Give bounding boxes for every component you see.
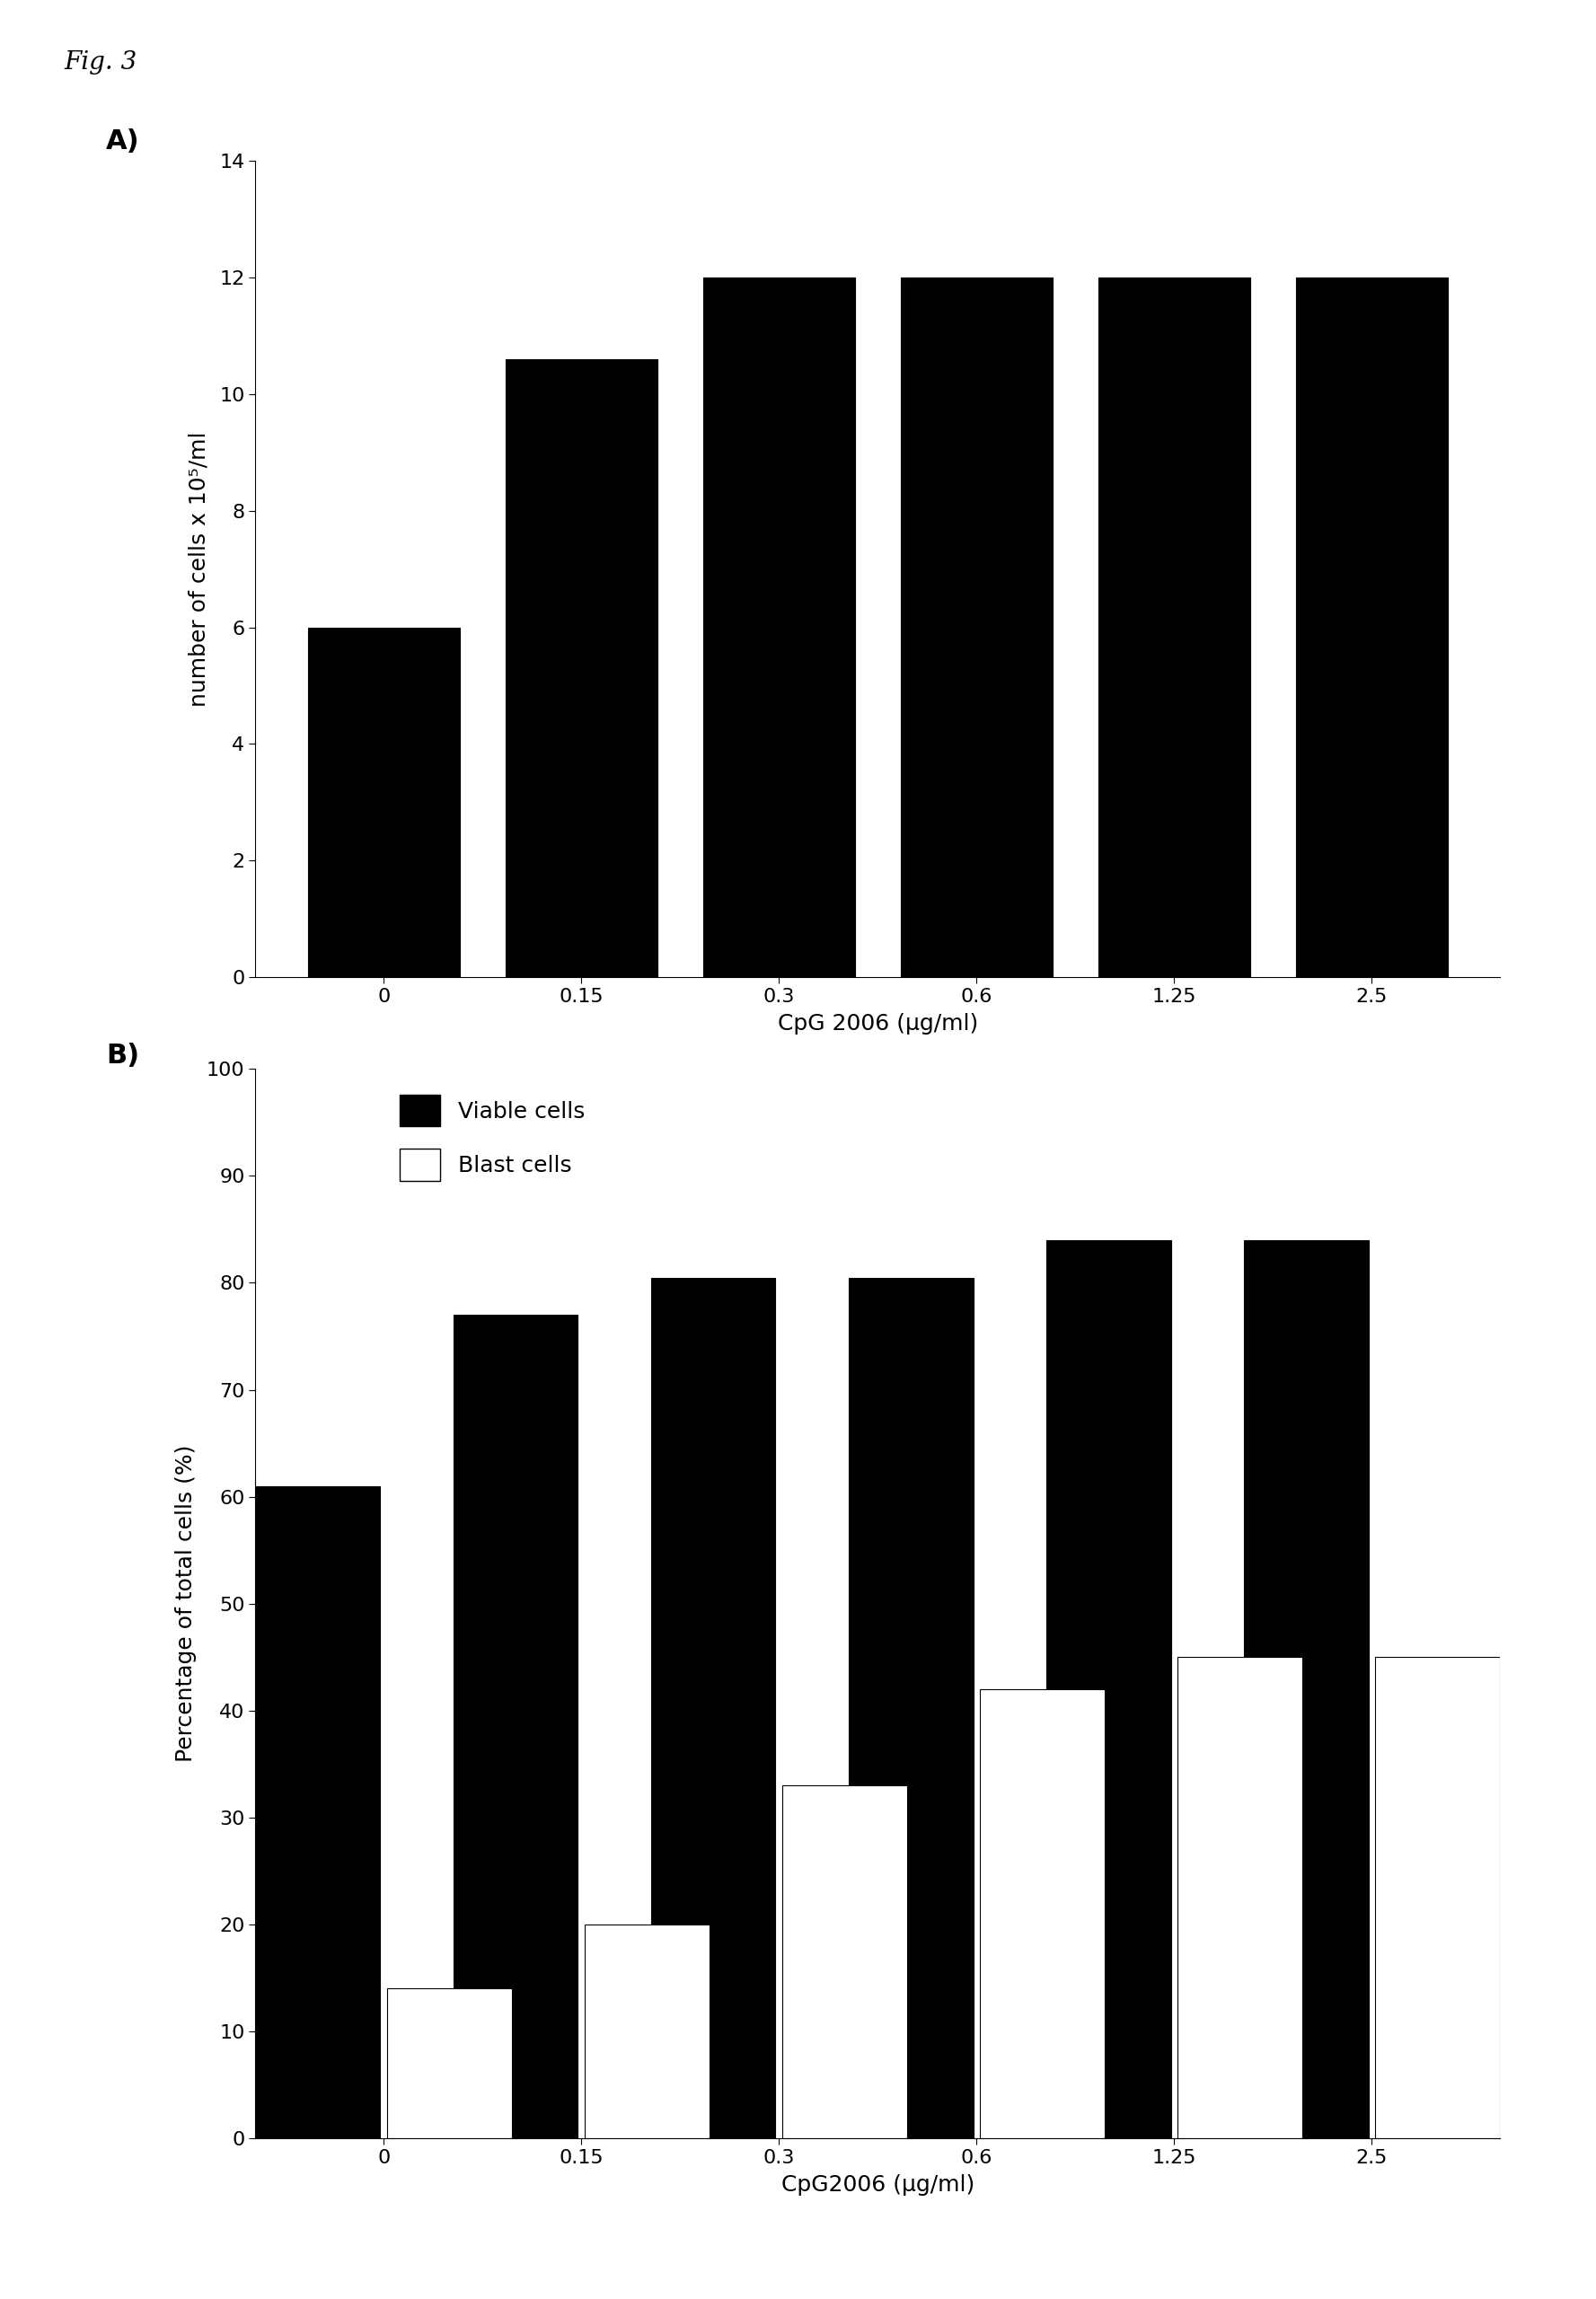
Bar xyxy=(1243,1239,1368,2138)
Bar xyxy=(255,1485,380,2138)
Text: B): B) xyxy=(105,1041,139,1069)
X-axis label: CpG 2006 (μg/ml): CpG 2006 (μg/ml) xyxy=(777,1014,978,1035)
Bar xyxy=(584,1924,709,2138)
Bar xyxy=(900,278,1053,977)
Bar xyxy=(1178,1658,1302,2138)
Y-axis label: Percentage of total cells (%): Percentage of total cells (%) xyxy=(176,1444,196,1763)
Text: Fig. 3: Fig. 3 xyxy=(64,51,137,76)
Legend: Viable cells, Blast cells: Viable cells, Blast cells xyxy=(391,1085,594,1189)
Bar xyxy=(1098,278,1250,977)
Bar xyxy=(782,1786,907,2138)
Text: A): A) xyxy=(105,129,140,154)
Bar xyxy=(651,1278,776,2138)
Bar xyxy=(388,1989,512,2138)
Bar xyxy=(506,359,658,977)
X-axis label: CpG2006 (μg/ml): CpG2006 (μg/ml) xyxy=(780,2175,975,2196)
Bar xyxy=(1376,1658,1500,2138)
Bar xyxy=(702,278,855,977)
Y-axis label: number of cells x 10⁵/ml: number of cells x 10⁵/ml xyxy=(188,432,209,706)
Bar xyxy=(1296,278,1448,977)
Bar xyxy=(849,1278,974,2138)
Bar xyxy=(980,1690,1104,2138)
Bar xyxy=(453,1315,578,2138)
Bar xyxy=(1047,1239,1171,2138)
Bar xyxy=(308,628,460,977)
